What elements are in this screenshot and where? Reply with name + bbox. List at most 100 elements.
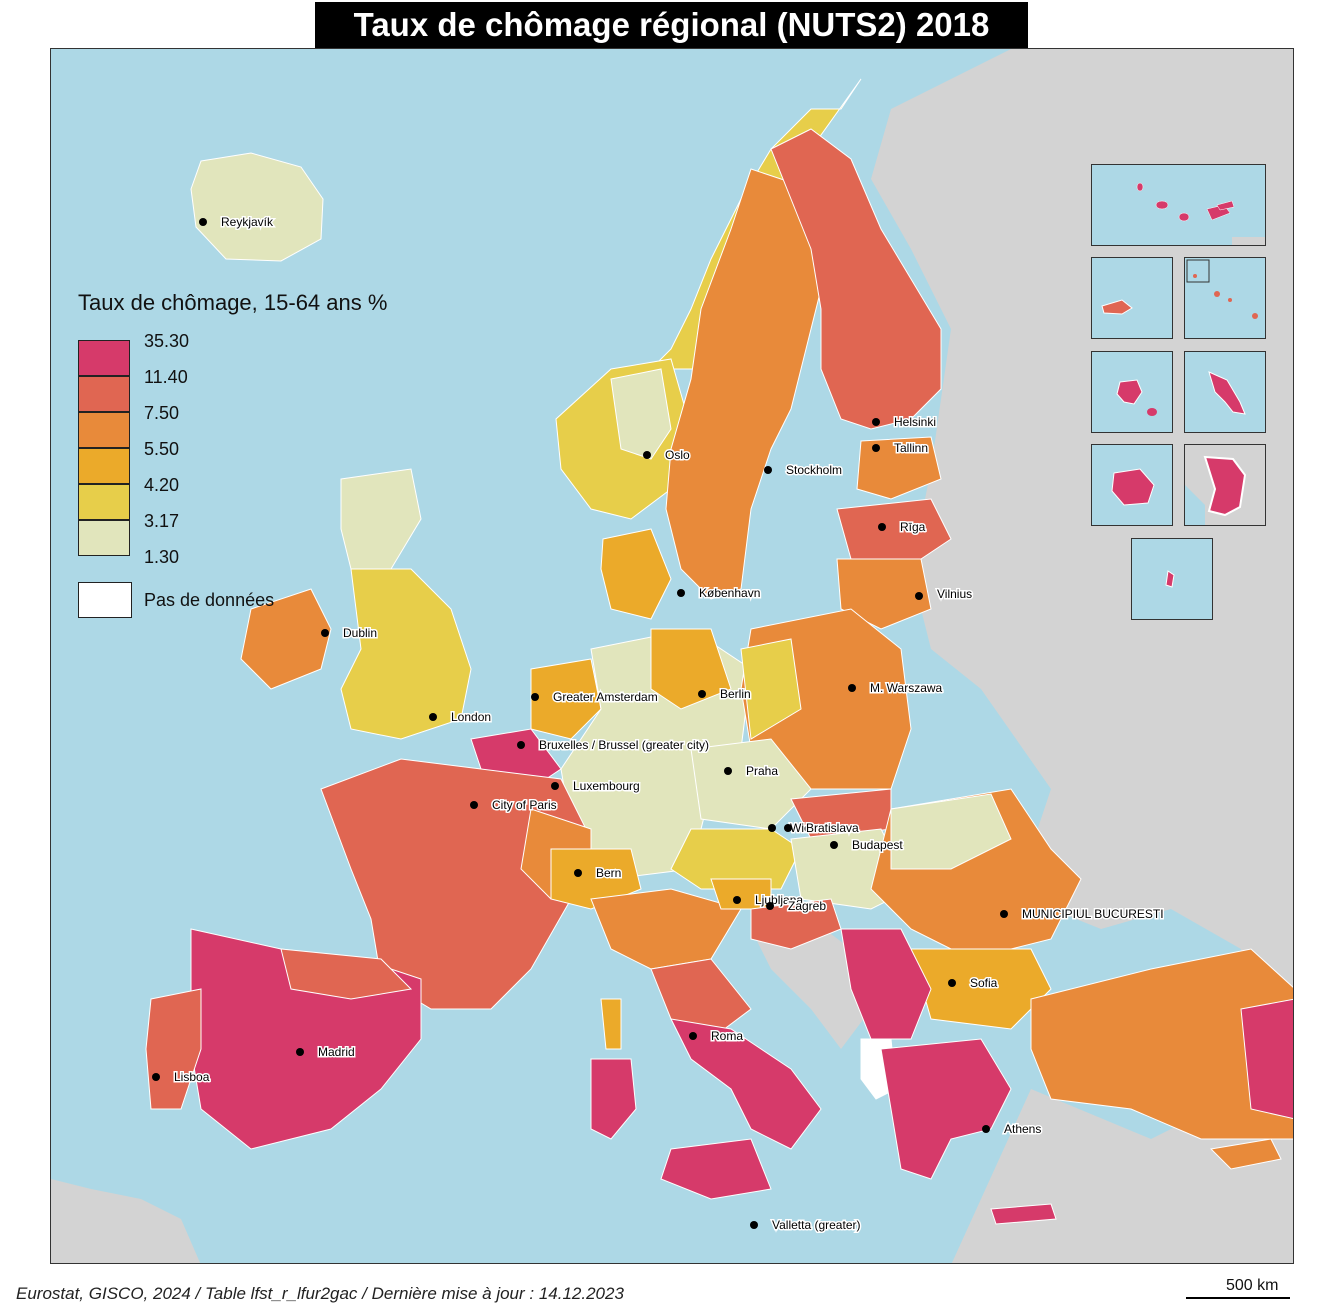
legend-swatch-1 <box>78 340 130 376</box>
city-tallinn: Tallinn <box>872 440 930 457</box>
city-london: London <box>429 709 493 726</box>
city-vilnius: Vilnius <box>915 586 974 603</box>
city-warszawa: M. Warszawa <box>848 680 944 697</box>
city-praha: Praha <box>724 763 780 780</box>
region-czechia <box>690 738 812 830</box>
region-italy-south <box>670 1018 822 1150</box>
svg-text:Athens: Athens <box>1004 1122 1041 1136</box>
svg-text:M. Warszawa: M. Warszawa <box>870 681 943 695</box>
legend-value: 5.50 <box>144 439 180 459</box>
svg-text:Praha: Praha <box>746 764 778 778</box>
legend-value: 3.17 <box>144 511 180 531</box>
city-greater-amsterdam: Greater Amsterdam <box>531 689 659 706</box>
city-paris: City of Paris <box>470 797 558 814</box>
legend-value: 4.20 <box>144 475 180 495</box>
city-roma: Roma <box>689 1028 745 1045</box>
region-serbia-north-mk <box>840 928 932 1040</box>
svg-text:Vilnius: Vilnius <box>937 587 972 601</box>
source-note: Eurostat, GISCO, 2024 / Table lfst_r_lfu… <box>16 1284 624 1303</box>
svg-text:Greater Amsterdam: Greater Amsterdam <box>553 690 658 704</box>
city-bern: Bern <box>574 865 623 882</box>
city-markers: Reykjavík Oslo Stockholm Helsinki Tallin… <box>152 214 1165 1234</box>
legend-value: 1.30 <box>144 547 180 567</box>
region-crete <box>990 1203 1057 1225</box>
region-sardinia <box>590 1058 637 1140</box>
svg-text:Berlin: Berlin <box>720 687 751 701</box>
city-zagreb: Zagreb <box>766 898 828 915</box>
inset-martinique <box>1184 351 1266 433</box>
svg-text:Budapest: Budapest <box>852 838 903 852</box>
svg-text:Sofia: Sofia <box>970 976 998 990</box>
map-title: Taux de chômage régional (NUTS2) 2018 <box>315 2 1028 48</box>
region-iceland <box>190 152 324 262</box>
city-lisboa: Lisboa <box>152 1069 211 1086</box>
region-netherlands <box>530 658 602 740</box>
inset-canarias <box>1091 164 1266 246</box>
region-sicily <box>660 1138 772 1200</box>
svg-text:City of Paris: City of Paris <box>492 798 557 812</box>
region-ireland <box>240 588 332 690</box>
city-bucuresti: MUNICIPIUL BUCURESTI <box>1000 906 1165 923</box>
city-sofia: Sofia <box>948 975 999 992</box>
inset-guadeloupe <box>1091 351 1173 433</box>
svg-text:Oslo: Oslo <box>665 448 690 462</box>
city-berlin: Berlin <box>698 686 752 703</box>
svg-text:København: København <box>699 586 760 600</box>
legend-swatch-6 <box>78 520 130 556</box>
region-germany-east <box>650 628 732 710</box>
region-greece <box>880 1038 1012 1180</box>
city-oslo: Oslo <box>643 447 692 464</box>
svg-text:Luxembourg: Luxembourg <box>573 779 640 793</box>
region-cyprus <box>1209 1138 1282 1170</box>
city-kobenhavn: København <box>677 585 762 602</box>
city-luxembourg: Luxembourg <box>551 778 641 795</box>
inset-acores <box>1184 257 1266 339</box>
svg-text:Madrid: Madrid <box>318 1045 355 1059</box>
region-estonia <box>856 436 942 500</box>
city-budapest: Budapest <box>830 837 905 854</box>
region-oslo <box>610 368 672 460</box>
legend-swatch-3 <box>78 412 130 448</box>
svg-text:Valletta (greater): Valletta (greater) <box>772 1218 860 1232</box>
city-athens: Athens <box>982 1121 1043 1138</box>
city-bratislava: Bratislava <box>784 820 861 837</box>
svg-text:Helsinki: Helsinki <box>894 415 936 429</box>
city-valletta: Valletta (greater) <box>750 1217 862 1234</box>
legend-value: 11.40 <box>144 367 188 387</box>
svg-text:Reykjavík: Reykjavík <box>221 215 274 229</box>
city-madrid: Madrid <box>296 1044 356 1061</box>
svg-text:Bruxelles / Brussel (greater c: Bruxelles / Brussel (greater city) <box>539 738 709 752</box>
legend-value: 35.30 <box>144 331 190 351</box>
city-wien: Wien <box>768 820 819 837</box>
region-turkey-east <box>1240 998 1293 1120</box>
city-stockholm: Stockholm <box>764 462 844 479</box>
region-france <box>320 758 592 1010</box>
inset-madeira <box>1091 257 1173 339</box>
city-helsinki: Helsinki <box>872 414 938 431</box>
city-dublin: Dublin <box>321 625 379 642</box>
scale-label: 500 km <box>1226 1277 1279 1294</box>
city-reykjavik: Reykjavík <box>199 214 276 231</box>
svg-text:London: London <box>451 710 491 724</box>
city-riga: Rīga <box>878 519 927 536</box>
svg-text:Rīga: Rīga <box>900 520 926 534</box>
inset-guyane <box>1184 444 1266 526</box>
region-turkey <box>1030 948 1293 1140</box>
city-bruxelles: Bruxelles / Brussel (greater city) <box>517 737 711 754</box>
svg-text:Wien: Wien <box>790 821 817 835</box>
legend-nodata-swatch <box>78 582 132 618</box>
region-lithuania <box>836 558 932 630</box>
legend-swatch-5 <box>78 484 130 520</box>
svg-text:Dublin: Dublin <box>343 626 377 640</box>
svg-text:MUNICIPIUL BUCURESTI: MUNICIPIUL BUCURESTI <box>1022 907 1164 921</box>
region-poland-west <box>740 638 802 740</box>
legend-title: Taux de chômage, 15-64 ans % <box>78 290 388 315</box>
svg-text:Zagreb: Zagreb <box>788 899 826 913</box>
svg-text:Bratislava: Bratislava <box>806 821 859 835</box>
legend-nodata-label: Pas de données <box>144 590 275 610</box>
legend-value: 7.50 <box>144 403 180 423</box>
region-croatia <box>750 898 842 950</box>
svg-text:Lisboa: Lisboa <box>174 1070 210 1084</box>
scale-bar <box>1186 1297 1290 1299</box>
svg-text:Tallinn: Tallinn <box>894 441 928 455</box>
